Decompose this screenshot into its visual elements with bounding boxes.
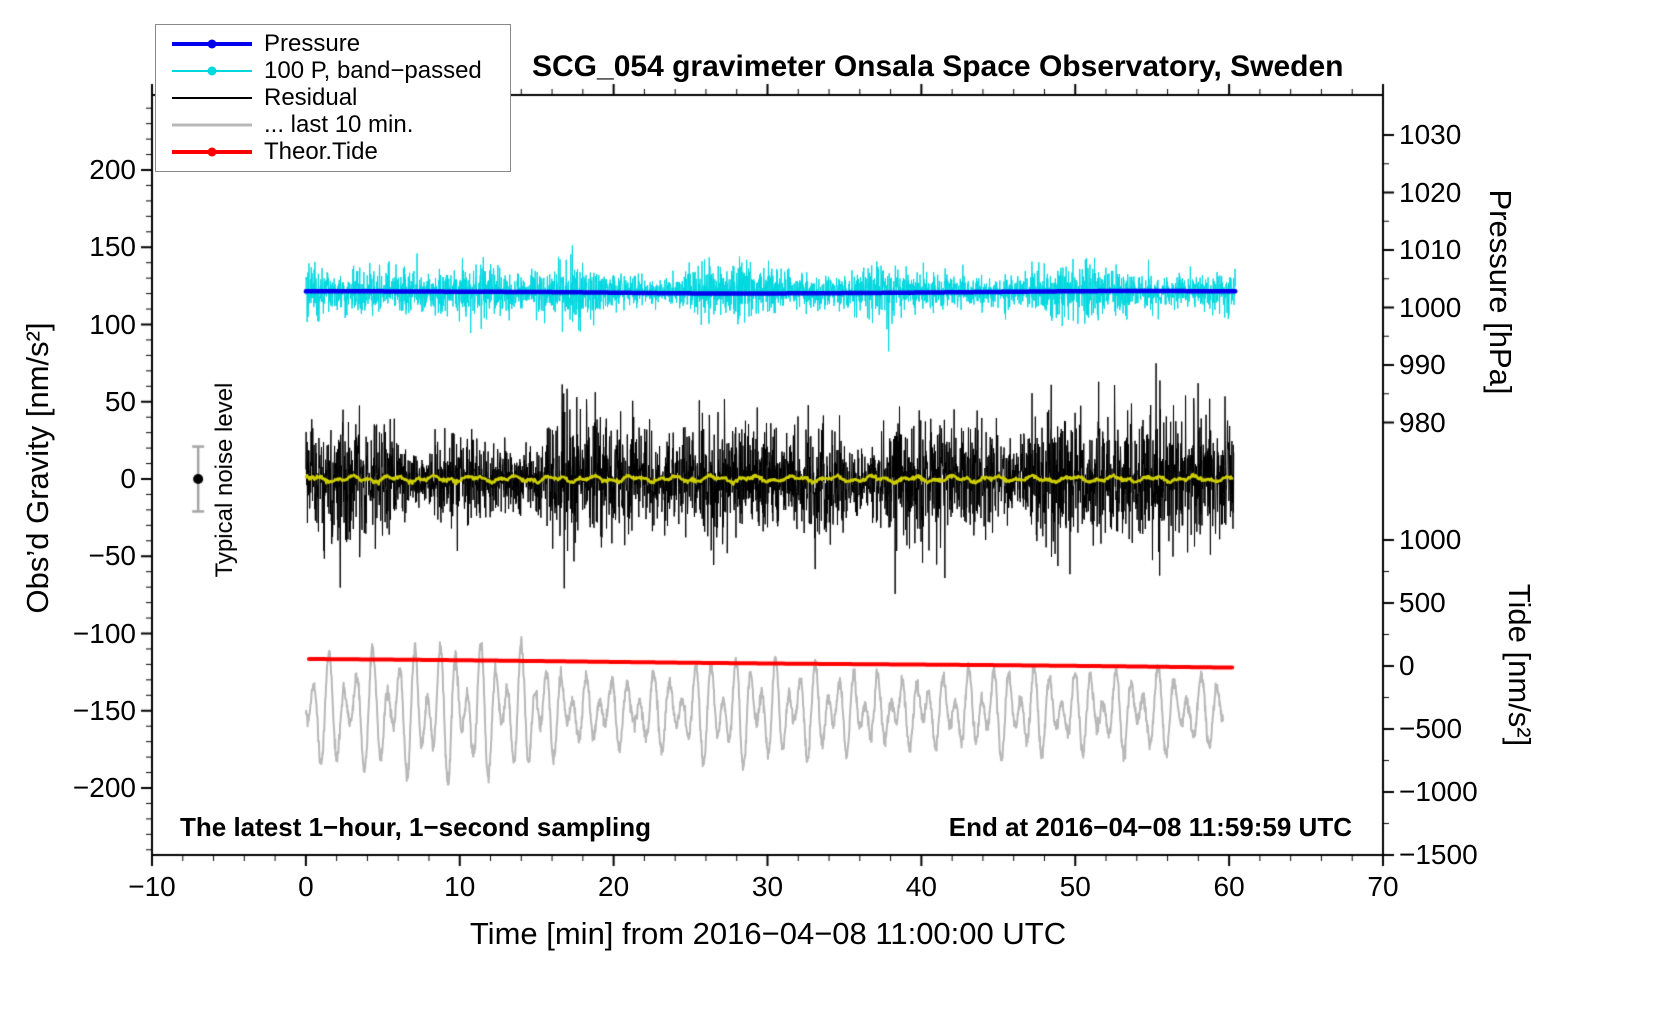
tide-axis-label: Tide [nm/s²] xyxy=(1502,583,1537,747)
legend-item-label: Pressure xyxy=(264,29,361,57)
gravity-tick-label: 150 xyxy=(89,231,136,263)
x-tick-label: 0 xyxy=(298,871,314,902)
legend: Pressure 100 P, band−passed Residual... la… xyxy=(155,24,511,172)
tide-tick-label: −1500 xyxy=(1399,839,1478,870)
legend-line-sample xyxy=(172,111,252,138)
x-axis-label: Time [min] from 2016−04−08 11:00:00 UTC xyxy=(469,916,1067,951)
chart-title: SCG_054 gravimeter Onsala Space Observat… xyxy=(532,50,1344,83)
gravity-axis-label: Obs’d Gravity [nm/s²] xyxy=(20,322,55,614)
x-tick-label: 10 xyxy=(444,871,476,902)
pressure-tick-label: 990 xyxy=(1399,349,1446,380)
pressure-tick-label: 1020 xyxy=(1399,176,1462,208)
x-tick-label: 70 xyxy=(1367,871,1399,902)
legend-line xyxy=(172,96,252,99)
legend-item-label: Residual xyxy=(264,83,358,111)
legend-line xyxy=(172,123,252,126)
tide-tick-label: −500 xyxy=(1399,713,1463,744)
tide-tick-label: 500 xyxy=(1399,587,1446,618)
end-time-note: End at 2016−04−08 11:59:59 UTC xyxy=(948,812,1352,842)
tide-tick-label: −1000 xyxy=(1399,776,1478,807)
x-tick-label: 60 xyxy=(1213,871,1245,902)
legend-item: Pressure xyxy=(156,30,510,57)
gravity-tick-label: 200 xyxy=(89,154,136,185)
tide-tick-label: 1000 xyxy=(1399,524,1462,555)
gravity-tick-label: −100 xyxy=(72,617,136,649)
legend-line-sample xyxy=(172,30,252,57)
x-tick-label: 20 xyxy=(598,871,630,902)
legend-item: 100 P, band−passed xyxy=(156,57,510,84)
x-tick-label: −10 xyxy=(128,871,176,902)
gravity-tick-label: −50 xyxy=(88,540,137,572)
sampling-note: The latest 1−hour, 1−second sampling xyxy=(180,812,652,842)
legend-marker-dot xyxy=(207,66,217,75)
gravity-tick-label: −200 xyxy=(72,772,136,803)
pressure-axis-label: Pressure [hPa] xyxy=(1483,189,1518,395)
legend-line-sample xyxy=(172,138,252,165)
pressure-tick-label: 1010 xyxy=(1399,234,1462,265)
gravity-tick-label: −150 xyxy=(72,694,136,726)
gravity-tick-label: 50 xyxy=(104,385,136,417)
legend-item-label: 100 P, band−passed xyxy=(264,56,482,84)
x-tick-label: 30 xyxy=(751,871,784,902)
legend-item: ... last 10 min. xyxy=(156,111,510,138)
legend-item: Residual xyxy=(156,84,510,111)
tide-tick-label: 0 xyxy=(1399,650,1415,681)
legend-marker-dot xyxy=(207,39,217,48)
x-tick-label: 40 xyxy=(905,871,937,902)
legend-marker-dot xyxy=(207,147,217,156)
legend-item-label: ... last 10 min. xyxy=(264,110,414,138)
legend-line-sample xyxy=(172,57,252,84)
pressure-tick-label: 1030 xyxy=(1399,119,1462,150)
noise-level-label: Typical noise level xyxy=(211,382,238,578)
pressure-tick-label: 1000 xyxy=(1399,291,1462,323)
legend-item-label: Theor.Tide xyxy=(264,137,378,165)
legend-line-sample xyxy=(172,84,252,111)
pressure-tick-label: 980 xyxy=(1399,406,1446,438)
legend-item: Theor.Tide xyxy=(156,138,510,165)
gravity-tick-label: 100 xyxy=(89,308,136,340)
x-tick-label: 50 xyxy=(1059,871,1091,902)
gravity-tick-label: 0 xyxy=(120,463,136,494)
